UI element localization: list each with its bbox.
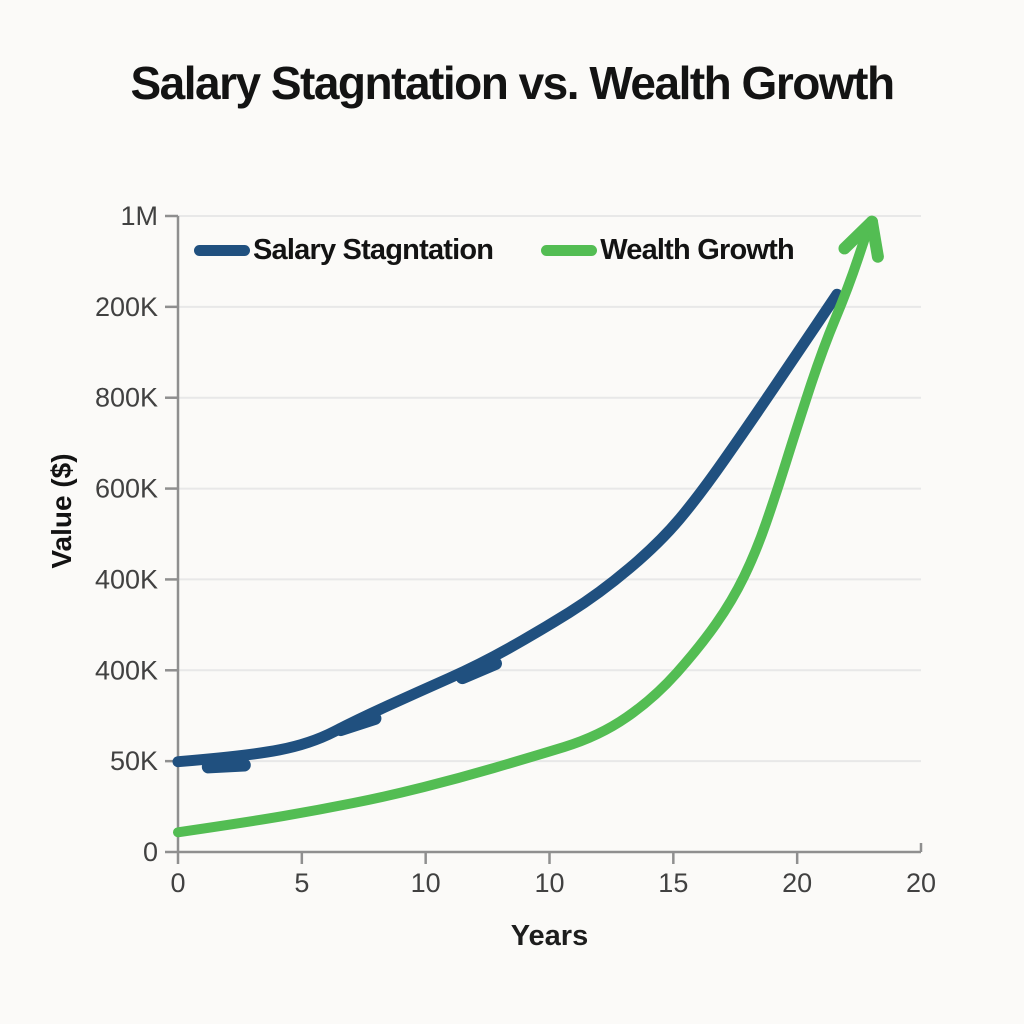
y-tick-label: 800K <box>95 383 158 413</box>
legend: Salary Stagntation Wealth Growth <box>194 234 795 267</box>
x-tick-label: 15 <box>658 868 688 898</box>
growth-arrowhead <box>865 215 884 263</box>
y-tick-label: 0 <box>143 837 158 867</box>
y-tick-label: 600K <box>95 474 158 504</box>
x-tick-label: 10 <box>534 868 564 898</box>
legend-item-salary-stagntation: Salary Stagntation <box>194 234 494 267</box>
x-tick-label: 20 <box>906 868 936 898</box>
series-dash-marker <box>334 711 382 737</box>
x-tick-label: 20 <box>782 868 812 898</box>
legend-swatch-wealth-growth <box>541 245 598 256</box>
series-dash-marker <box>201 758 251 774</box>
legend-label-salary-stagntation: Salary Stagntation <box>253 234 494 266</box>
x-tick-label: 10 <box>411 868 441 898</box>
series-line-salary-stagntation <box>172 288 843 768</box>
y-tick-label: 50K <box>110 746 158 776</box>
y-tick-label: 1M <box>120 201 158 231</box>
x-tick-label: 5 <box>294 868 309 898</box>
x-axis-title: Years <box>510 920 589 952</box>
y-tick-label: 400K <box>95 564 158 594</box>
series-line-wealth-growth <box>173 223 874 838</box>
x-tick-label: 0 <box>170 868 185 898</box>
legend-swatch-salary-stagntation <box>194 245 250 256</box>
y-tick-label: 400K <box>95 655 158 685</box>
legend-label-wealth-growth: Wealth Growth <box>600 234 794 266</box>
series-dash-marker <box>455 657 502 685</box>
chart-title: Salary Stagntation vs. Wealth Growth <box>130 57 895 109</box>
y-tick-label: 200K <box>95 292 158 322</box>
legend-item-wealth-growth: Wealth Growth <box>541 234 795 267</box>
